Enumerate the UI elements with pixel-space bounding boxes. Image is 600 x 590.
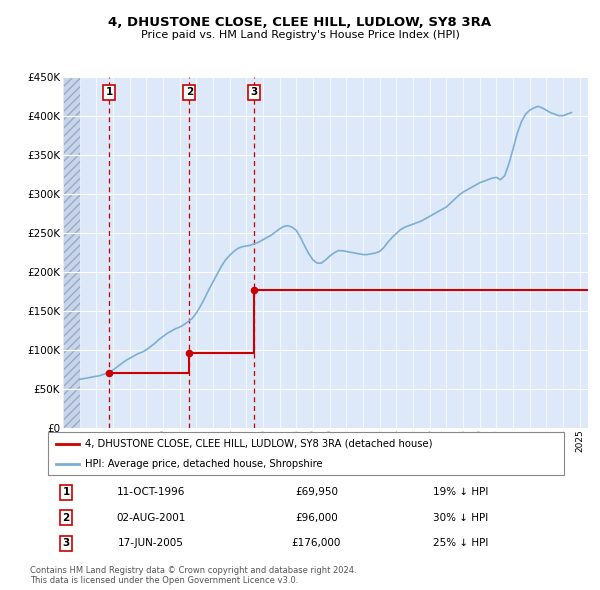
Text: £96,000: £96,000	[295, 513, 338, 523]
Bar	[63, 77, 80, 428]
Text: This data is licensed under the Open Government Licence v3.0.: This data is licensed under the Open Gov…	[30, 576, 298, 585]
Point	[104, 369, 114, 378]
FancyBboxPatch shape	[48, 432, 564, 475]
Text: 4, DHUSTONE CLOSE, CLEE HILL, LUDLOW, SY8 3RA: 4, DHUSTONE CLOSE, CLEE HILL, LUDLOW, SY…	[109, 16, 491, 29]
Text: 11-OCT-1996: 11-OCT-1996	[117, 487, 185, 497]
Bar	[63, 77, 80, 428]
Text: 17-JUN-2005: 17-JUN-2005	[118, 538, 184, 548]
Point	[249, 286, 259, 295]
Text: 25% ↓ HPI: 25% ↓ HPI	[433, 538, 488, 548]
Text: 1: 1	[106, 87, 113, 97]
Point	[185, 348, 194, 358]
Text: 30% ↓ HPI: 30% ↓ HPI	[433, 513, 488, 523]
Text: 1: 1	[62, 487, 70, 497]
Text: Contains HM Land Registry data © Crown copyright and database right 2024.: Contains HM Land Registry data © Crown c…	[30, 566, 356, 575]
Text: 2: 2	[186, 87, 193, 97]
Text: 3: 3	[250, 87, 257, 97]
Text: 02-AUG-2001: 02-AUG-2001	[116, 513, 186, 523]
Text: 3: 3	[62, 538, 70, 548]
Text: £69,950: £69,950	[295, 487, 338, 497]
Text: 4, DHUSTONE CLOSE, CLEE HILL, LUDLOW, SY8 3RA (detached house): 4, DHUSTONE CLOSE, CLEE HILL, LUDLOW, SY…	[85, 438, 433, 448]
Text: HPI: Average price, detached house, Shropshire: HPI: Average price, detached house, Shro…	[85, 459, 323, 469]
Text: Price paid vs. HM Land Registry's House Price Index (HPI): Price paid vs. HM Land Registry's House …	[140, 31, 460, 40]
Text: 19% ↓ HPI: 19% ↓ HPI	[433, 487, 488, 497]
Text: 2: 2	[62, 513, 70, 523]
Text: £176,000: £176,000	[292, 538, 341, 548]
